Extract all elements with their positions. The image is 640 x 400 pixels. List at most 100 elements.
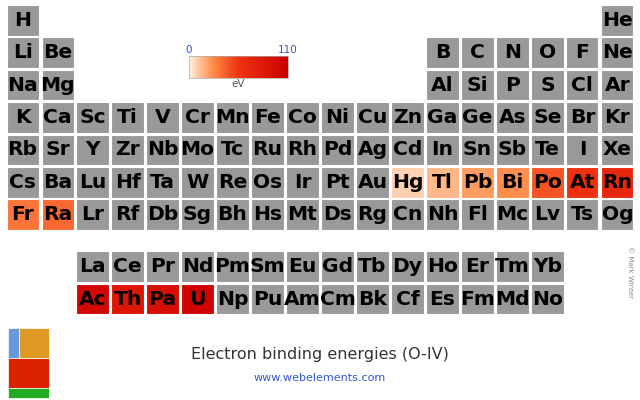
Text: Cf: Cf <box>396 290 419 308</box>
FancyBboxPatch shape <box>602 200 634 230</box>
Text: Cu: Cu <box>358 108 387 127</box>
FancyBboxPatch shape <box>321 284 353 314</box>
FancyBboxPatch shape <box>497 251 529 282</box>
Text: Ta: Ta <box>150 173 175 192</box>
FancyBboxPatch shape <box>497 200 529 230</box>
Text: Pd: Pd <box>323 140 352 159</box>
FancyBboxPatch shape <box>111 284 143 314</box>
FancyBboxPatch shape <box>566 134 598 165</box>
FancyBboxPatch shape <box>252 134 284 165</box>
Text: Fr: Fr <box>12 205 34 224</box>
Text: Pu: Pu <box>253 290 282 308</box>
Text: Mo: Mo <box>180 140 214 159</box>
Text: S: S <box>540 76 555 94</box>
Text: No: No <box>532 290 563 308</box>
Text: In: In <box>431 140 454 159</box>
Text: B: B <box>435 43 450 62</box>
Text: Cm: Cm <box>319 290 355 308</box>
FancyBboxPatch shape <box>6 200 38 230</box>
Text: Fe: Fe <box>254 108 281 127</box>
Text: Ce: Ce <box>113 257 142 276</box>
FancyBboxPatch shape <box>602 134 634 165</box>
FancyBboxPatch shape <box>287 200 319 230</box>
Text: Ru: Ru <box>253 140 282 159</box>
FancyBboxPatch shape <box>566 102 598 133</box>
FancyBboxPatch shape <box>6 37 38 68</box>
FancyBboxPatch shape <box>216 134 248 165</box>
FancyBboxPatch shape <box>147 251 179 282</box>
FancyBboxPatch shape <box>566 37 598 68</box>
Text: Ra: Ra <box>43 205 72 224</box>
FancyBboxPatch shape <box>77 251 109 282</box>
Text: Re: Re <box>218 173 247 192</box>
Text: Ge: Ge <box>462 108 493 127</box>
FancyBboxPatch shape <box>356 167 388 198</box>
Text: Tm: Tm <box>495 257 530 276</box>
FancyBboxPatch shape <box>111 200 143 230</box>
Text: Dy: Dy <box>392 257 422 276</box>
Text: Cl: Cl <box>572 76 593 94</box>
Text: Ni: Ni <box>326 108 349 127</box>
Text: Au: Au <box>357 173 388 192</box>
Text: La: La <box>79 257 106 276</box>
FancyBboxPatch shape <box>566 167 598 198</box>
Text: Zn: Zn <box>393 108 422 127</box>
FancyBboxPatch shape <box>461 251 493 282</box>
FancyBboxPatch shape <box>461 200 493 230</box>
FancyBboxPatch shape <box>602 5 634 36</box>
Text: Sr: Sr <box>45 140 70 159</box>
FancyBboxPatch shape <box>602 102 634 133</box>
Text: Mn: Mn <box>215 108 250 127</box>
Text: P: P <box>505 76 520 94</box>
FancyBboxPatch shape <box>182 200 214 230</box>
FancyBboxPatch shape <box>426 167 458 198</box>
Text: Mt: Mt <box>287 205 317 224</box>
Text: Cn: Cn <box>393 205 422 224</box>
FancyBboxPatch shape <box>461 37 493 68</box>
Text: Si: Si <box>467 76 488 94</box>
Text: Cd: Cd <box>393 140 422 159</box>
FancyBboxPatch shape <box>42 70 74 100</box>
FancyBboxPatch shape <box>182 102 214 133</box>
Text: Ts: Ts <box>571 205 594 224</box>
Text: C: C <box>470 43 485 62</box>
Text: Pt: Pt <box>325 173 350 192</box>
FancyBboxPatch shape <box>321 251 353 282</box>
Text: Sc: Sc <box>79 108 106 127</box>
FancyBboxPatch shape <box>252 167 284 198</box>
FancyBboxPatch shape <box>182 251 214 282</box>
Text: Ba: Ba <box>43 173 72 192</box>
Text: Ca: Ca <box>44 108 72 127</box>
Text: Bh: Bh <box>218 205 248 224</box>
Text: Bk: Bk <box>358 290 387 308</box>
Text: Lr: Lr <box>81 205 104 224</box>
FancyBboxPatch shape <box>252 102 284 133</box>
FancyBboxPatch shape <box>287 102 319 133</box>
Text: Lv: Lv <box>534 205 561 224</box>
FancyBboxPatch shape <box>182 167 214 198</box>
FancyBboxPatch shape <box>42 200 74 230</box>
FancyBboxPatch shape <box>497 134 529 165</box>
FancyBboxPatch shape <box>147 167 179 198</box>
Text: Nb: Nb <box>147 140 179 159</box>
Text: Og: Og <box>602 205 633 224</box>
Text: Sm: Sm <box>250 257 285 276</box>
FancyBboxPatch shape <box>287 134 319 165</box>
Text: Es: Es <box>429 290 456 308</box>
Text: H: H <box>14 11 31 30</box>
FancyBboxPatch shape <box>252 200 284 230</box>
Text: O: O <box>539 43 556 62</box>
Text: Tl: Tl <box>432 173 453 192</box>
FancyBboxPatch shape <box>111 167 143 198</box>
Text: Cs: Cs <box>9 173 36 192</box>
Text: Ne: Ne <box>602 43 633 62</box>
FancyBboxPatch shape <box>356 284 388 314</box>
FancyBboxPatch shape <box>602 37 634 68</box>
Text: Hs: Hs <box>253 205 282 224</box>
FancyBboxPatch shape <box>497 37 529 68</box>
Text: Br: Br <box>570 108 595 127</box>
FancyBboxPatch shape <box>392 167 424 198</box>
FancyBboxPatch shape <box>426 200 458 230</box>
Text: He: He <box>602 11 633 30</box>
Text: Pb: Pb <box>463 173 492 192</box>
